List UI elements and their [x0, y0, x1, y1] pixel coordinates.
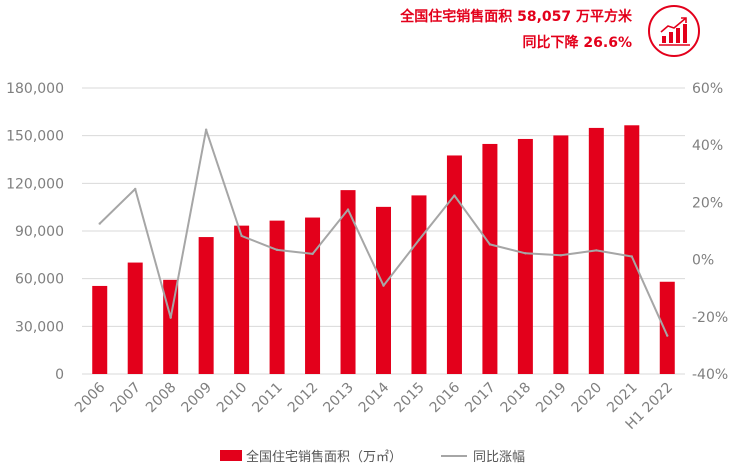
yoy-point-2018	[524, 252, 527, 255]
y-left-tick-label: 30,000	[15, 319, 64, 335]
yoy-point-2007	[134, 187, 137, 191]
yoy-point-2020	[595, 249, 598, 252]
yoy-point-2012	[311, 252, 314, 256]
y-right-tick-label: -40%	[692, 367, 728, 383]
y-right-tick-label: 40%	[692, 138, 723, 154]
yoy-point-2011	[275, 248, 279, 252]
yoy-point-2021	[630, 255, 633, 258]
x-tick-label: 2008	[143, 380, 180, 417]
yoy-point-2009	[204, 128, 208, 131]
bar-H1-2022	[659, 281, 675, 374]
x-axis-ticks: 2006200720082009201020112012201320142015…	[72, 379, 676, 432]
bar-2014	[376, 206, 391, 374]
bar-2018	[517, 138, 533, 374]
y-left-tick-label: 90,000	[15, 224, 64, 240]
x-tick-label: 2013	[320, 380, 357, 417]
bar-2015	[411, 195, 427, 374]
y-left-tick-label: 180,000	[6, 81, 64, 97]
right-axis-ticks: -40% -20% 0% 20% 40% 60%	[692, 81, 728, 383]
bar-2006	[92, 285, 108, 374]
yoy-point-2014	[382, 284, 385, 287]
legend-swatch-line	[441, 454, 467, 457]
bar-2009	[198, 237, 214, 374]
yoy-point-2016	[453, 194, 456, 197]
x-tick-label: 2007	[108, 380, 145, 417]
x-tick-label: 2018	[498, 380, 535, 417]
x-tick-label: 2009	[178, 380, 215, 417]
headline-change: 同比下降 26.6%	[522, 35, 632, 51]
legend-item-line: 同比涨幅	[441, 446, 525, 465]
bar-2010	[234, 225, 250, 374]
y-right-tick-label: 20%	[692, 195, 723, 211]
yoy-point-2013	[346, 208, 350, 211]
x-tick-label: 2011	[249, 380, 286, 417]
y-right-tick-label: -20%	[692, 310, 728, 326]
legend-swatch-bar	[220, 450, 242, 461]
headline-area: 全国住宅销售面积 58,057 万平方米	[400, 9, 632, 25]
line-series	[98, 128, 669, 337]
yoy-point-2010	[240, 234, 243, 238]
yoy-point-H1-2022	[666, 334, 669, 337]
bar-2017	[482, 143, 498, 374]
legend-label-line: 同比涨幅	[473, 450, 526, 465]
y-left-tick-label: 60,000	[15, 272, 64, 288]
y-left-tick-label: 0	[55, 367, 64, 383]
x-tick-label: 2006	[72, 379, 109, 416]
yoy-point-2019	[559, 254, 563, 257]
legend: 全国住宅销售面积（万㎡） 同比涨幅	[0, 446, 740, 465]
yoy-point-2017	[488, 243, 492, 246]
x-tick-label: 2012	[285, 380, 322, 417]
bar-2007	[127, 262, 143, 374]
growth-chart-icon	[648, 5, 700, 57]
bar-2021	[624, 125, 640, 374]
y-left-tick-label: 150,000	[6, 129, 64, 145]
y-right-tick-label: 60%	[692, 81, 723, 97]
bar-2013	[340, 190, 356, 374]
legend-label-bar: 全国住宅销售面积（万㎡）	[246, 450, 403, 465]
x-tick-label: 2017	[462, 380, 499, 417]
bar-2016	[446, 155, 462, 374]
yoy-point-2015	[417, 238, 421, 242]
bar-series	[92, 125, 675, 374]
x-tick-label: 2010	[214, 380, 251, 417]
x-tick-label: 2014	[356, 379, 393, 416]
x-tick-label: 2015	[391, 380, 428, 417]
bar-2011	[269, 220, 285, 374]
x-tick-label: 2016	[427, 379, 464, 416]
left-axis-ticks: 0 30,000 60,000 90,000 120,000 150,000 180,000	[6, 81, 64, 383]
x-tick-label: 2020	[569, 380, 606, 417]
y-right-tick-label: 0%	[692, 253, 714, 269]
x-tick-label: 2019	[533, 380, 570, 417]
bar-2012	[305, 217, 321, 374]
y-left-tick-label: 120,000	[6, 176, 64, 192]
legend-item-bar: 全国住宅销售面积（万㎡）	[220, 446, 402, 465]
yoy-point-2008	[169, 316, 172, 319]
yoy-point-2006	[98, 222, 101, 225]
